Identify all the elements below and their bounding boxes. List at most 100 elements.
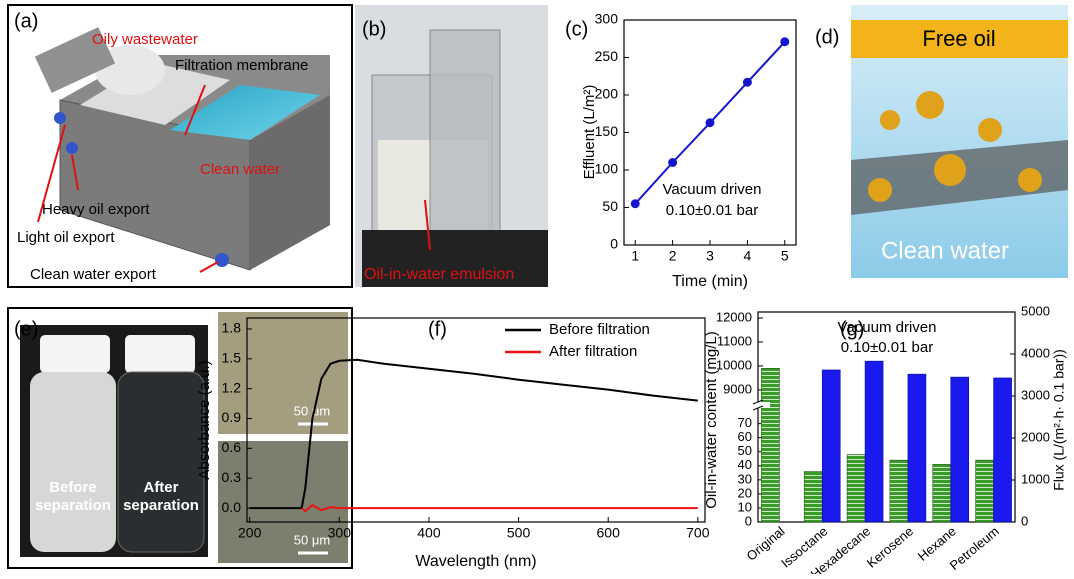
label: After (143, 479, 178, 496)
scale-label: 50 μm (294, 403, 330, 418)
x-axis-label: Time (min) (672, 273, 748, 290)
label: Oil-in-water emulsion (364, 266, 514, 283)
bar (846, 454, 866, 523)
axis-box (246, 317, 706, 523)
y-tick-label: 12000 (716, 309, 752, 324)
panel-label: (a) (14, 10, 38, 32)
bar (975, 459, 994, 523)
x-tick-label: 600 (597, 525, 621, 541)
x-tick-label: 200 (238, 525, 262, 541)
y-tick-label: 10 (738, 499, 752, 514)
y-tick-label: 0.9 (222, 409, 242, 425)
panel-d: (d) Free oil Clean water (815, 5, 1068, 278)
y2-tick-label: 4000 (1021, 345, 1050, 360)
y-tick-label: 0.6 (222, 439, 242, 455)
y2-tick-label: 2000 (1021, 429, 1050, 444)
bar (803, 471, 823, 523)
y-tick-label: 20 (738, 485, 752, 500)
data-point (705, 118, 715, 128)
panel-label: (c) (565, 18, 588, 40)
x-tick-label: Kerosene (864, 523, 916, 570)
y-tick-label: 300 (595, 11, 619, 27)
x-tick-label: 3 (706, 248, 714, 264)
y-tick-label: 100 (595, 161, 619, 177)
label: Clean water export (30, 266, 157, 283)
bar (864, 360, 884, 523)
x-tick-label: 500 (507, 525, 531, 541)
annotation: 0.10±0.01 bar (841, 339, 933, 356)
y-tick-label: 0 (745, 513, 752, 528)
label: Oily wastewater (92, 31, 198, 48)
data-line (249, 358, 698, 510)
panel-label: (e) (14, 318, 38, 340)
annotation: 0.10±0.01 bar (666, 202, 758, 219)
x-tick-label: 300 (328, 525, 352, 541)
y-tick-label: 0.0 (222, 499, 242, 515)
axis-break (752, 405, 764, 411)
y-tick-label: 30 (738, 471, 752, 486)
x-tick-label: 400 (417, 525, 441, 541)
bar (821, 369, 841, 523)
x-tick-label: 2 (669, 248, 677, 264)
y-tick-label: 50 (602, 198, 618, 214)
label: Clean water (881, 237, 1009, 264)
y-tick-label: 60 (738, 429, 752, 444)
panel-label: (f) (428, 318, 447, 340)
axis-break (754, 402, 770, 408)
y-tick-label: 9000 (723, 381, 752, 396)
bar (907, 373, 927, 523)
y2-tick-label: 1000 (1021, 471, 1050, 486)
data-point (780, 37, 790, 47)
x-axis-label: Wavelength (nm) (415, 553, 536, 570)
bar (761, 368, 780, 523)
label: Filtration membrane (175, 57, 308, 74)
y-tick-label: 40 (738, 457, 752, 472)
axis-break (752, 399, 764, 405)
panel-e: (e) Before separation After separation 5… (7, 307, 353, 569)
data-point (668, 158, 678, 167)
data-point (630, 199, 640, 209)
x-tick-label: 1 (631, 248, 639, 264)
y-tick-label: 200 (595, 86, 619, 102)
y-tick-label: 250 (595, 48, 619, 64)
y-axis-label: Absorbance (a.u.) (196, 360, 213, 479)
y-tick-label: 0.3 (222, 469, 242, 485)
y-tick-label: 0 (610, 236, 618, 252)
label: separation (35, 497, 111, 514)
y-tick-label: 1.5 (222, 350, 242, 366)
label: Before (49, 479, 97, 496)
y-tick-label: 150 (595, 123, 619, 139)
axis-box (757, 311, 1016, 523)
label: Light oil export (17, 229, 115, 246)
data-line (301, 503, 698, 513)
annotation: Vacuum driven (663, 181, 762, 198)
legend-label: After filtration (549, 343, 637, 360)
y-tick-label: 11000 (717, 333, 752, 348)
y-tick-label: 1.2 (222, 379, 242, 395)
bar (932, 464, 952, 523)
y-tick-label: 1.8 (222, 320, 242, 336)
annotation: Vacuum driven (838, 319, 937, 336)
panel-label: (g) (840, 318, 864, 340)
y-tick-label: 50 (738, 443, 752, 458)
label: Clean water (200, 161, 280, 178)
legend-label: Before filtration (549, 321, 650, 338)
y2-axis-label: Flux (L/(m²·h· 0.1 bar)) (1051, 349, 1067, 491)
y2-tick-label: 5000 (1021, 303, 1050, 318)
panel-label: (b) (362, 18, 386, 40)
panel-a: (a) Oily wastewater Filtration membrane … (7, 4, 353, 288)
y-axis-label: Oil-in-water content (mg/L) (703, 331, 720, 509)
y2-tick-label: 0 (1021, 513, 1028, 528)
bar (889, 459, 909, 523)
x-tick-label: 4 (743, 248, 751, 264)
panel-b: (b) Oil-in-water emulsion (355, 5, 548, 287)
scale-label: 50 μm (294, 532, 330, 547)
panel-label: (d) (815, 26, 839, 48)
x-tick-label: 700 (686, 525, 710, 541)
label: Free oil (922, 26, 995, 51)
y-tick-label: 70 (738, 415, 752, 430)
bar (950, 376, 970, 523)
y-axis-label: Effluent (L/m²) (581, 85, 598, 180)
label: separation (123, 497, 199, 514)
